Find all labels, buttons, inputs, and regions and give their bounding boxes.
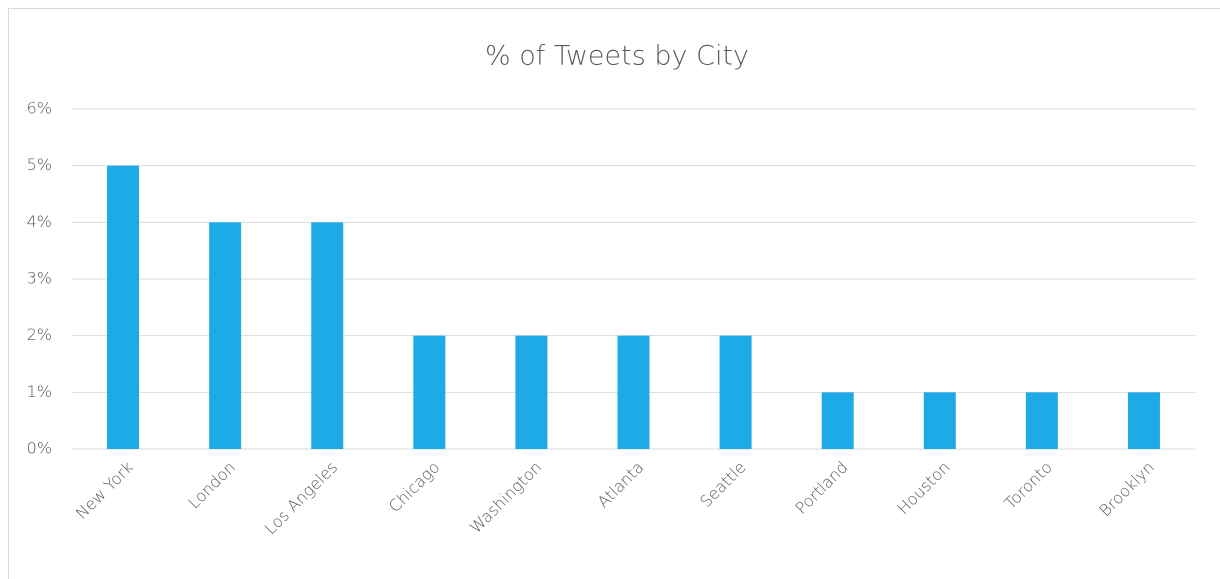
y-tick-label: 0% <box>27 439 52 458</box>
y-tick-label: 2% <box>27 325 52 344</box>
bar <box>821 392 854 449</box>
bar <box>515 335 548 449</box>
y-tick-label: 3% <box>27 269 52 288</box>
bar <box>617 335 650 449</box>
y-tick-label: 1% <box>27 382 52 401</box>
bar <box>413 335 446 449</box>
bar <box>209 222 242 449</box>
y-tick-label: 4% <box>27 212 52 231</box>
bar <box>719 335 752 449</box>
y-tick-label: 6% <box>27 99 52 118</box>
bar <box>107 165 140 449</box>
bar <box>311 222 344 449</box>
chart-title: % of Tweets by City <box>485 41 749 72</box>
bar <box>923 392 956 449</box>
y-tick-label: 5% <box>27 155 52 174</box>
bar <box>1127 392 1160 449</box>
bar <box>1025 392 1058 449</box>
